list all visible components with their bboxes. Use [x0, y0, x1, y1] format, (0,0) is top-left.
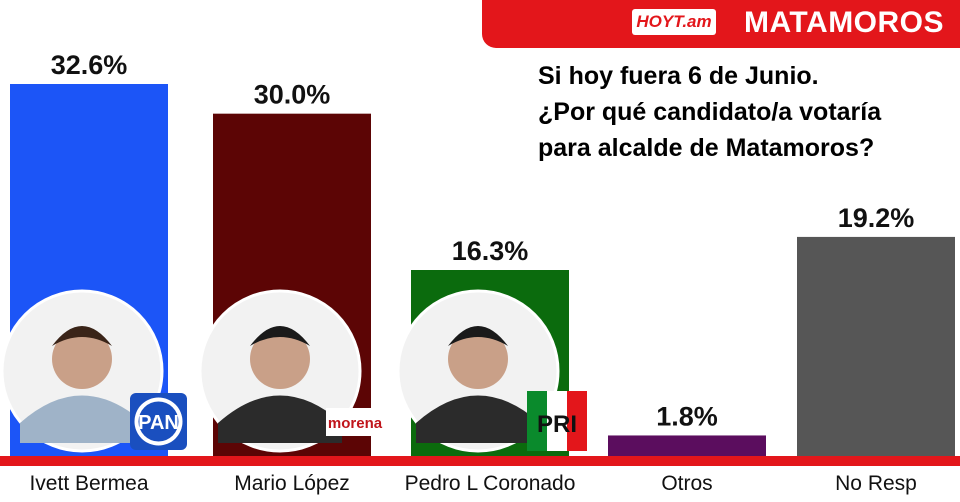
- pan-logo-inner: [138, 401, 179, 442]
- candidate-face-1: [52, 329, 112, 389]
- morena-logo-text: morena: [328, 415, 383, 432]
- hoyt-logo: HOYT.am: [632, 9, 716, 35]
- value-label-3: 16.3%: [452, 236, 529, 266]
- value-label-5: 19.2%: [838, 203, 915, 233]
- candidate-shoulders-3: [416, 395, 540, 443]
- value-label-2: 30.0%: [254, 80, 331, 110]
- baseline: [0, 456, 960, 466]
- pri-logo-text: PRI: [537, 411, 577, 438]
- candidate-face-3: [448, 329, 508, 389]
- pri-logo-white: [547, 391, 567, 451]
- candidate-shoulders-1: [20, 395, 144, 443]
- candidate-shoulders-2: [218, 395, 342, 443]
- candidate-hair-3: [448, 326, 508, 346]
- bar-5: [797, 236, 955, 456]
- pri-logo-green: [527, 391, 547, 451]
- candidate-face-2: [250, 329, 310, 389]
- value-label-4: 1.8%: [656, 401, 718, 431]
- category-label-2: Mario López: [234, 472, 350, 495]
- candidate-hair-2: [250, 326, 310, 346]
- value-label-1: 32.6%: [51, 50, 128, 80]
- question-line-2: ¿Por qué candidato/a votaría: [538, 98, 882, 126]
- question-line-1: Si hoy fuera 6 de Junio.: [538, 62, 819, 90]
- category-label-4: Otros: [661, 472, 712, 495]
- header-banner: HOYT.am MATAMOROS: [482, 0, 960, 48]
- pan-logo-text: PAN: [138, 412, 179, 434]
- category-label-1: Ivett Bermea: [29, 472, 148, 495]
- candidate-hair-1: [52, 326, 112, 346]
- question-line-3: para alcalde de Matamoros?: [538, 134, 875, 162]
- morena-logo-icon: [326, 408, 384, 436]
- city-title: MATAMOROS: [744, 6, 945, 39]
- bar-4: [608, 435, 766, 456]
- survey-question: Si hoy fuera 6 de Junio. ¿Por qué candid…: [538, 58, 958, 166]
- category-label-3: Pedro L Coronado: [405, 472, 576, 495]
- category-label-5: No Resp: [835, 472, 917, 495]
- pri-logo-red: [567, 391, 587, 451]
